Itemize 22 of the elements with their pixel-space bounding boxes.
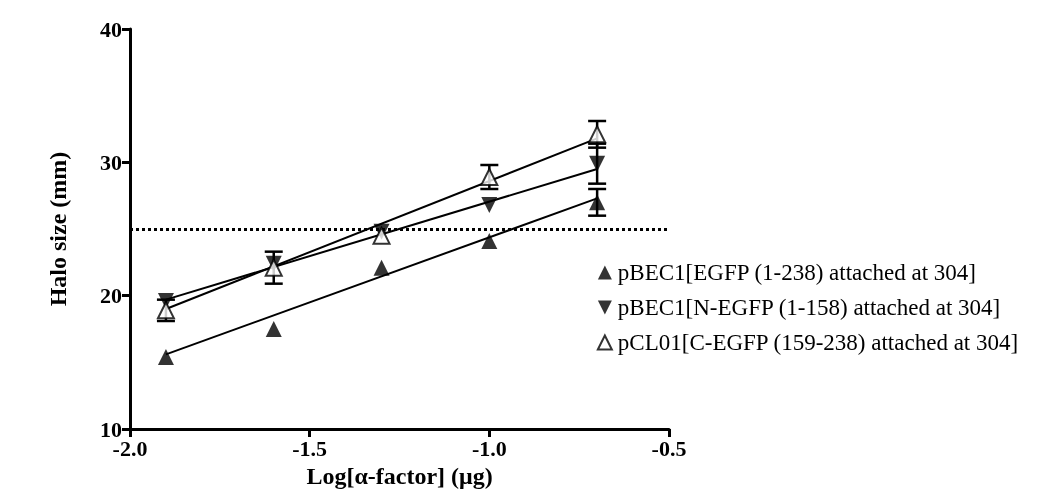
point — [264, 258, 283, 277]
x-tick-label: -1.0 — [471, 435, 507, 461]
y-tick-label: 20 — [100, 283, 122, 309]
point — [373, 259, 390, 276]
y-tick-label: 30 — [100, 149, 122, 175]
legend-label: pBEC1[N-EGFP (1-158) attached at 304] — [617, 295, 1001, 320]
legend-label: pCL01[C-EGFP (159-238) attached at 304] — [617, 330, 1019, 355]
point — [372, 226, 391, 245]
x-axis-title: Log[α-factor] (μg) — [306, 462, 493, 489]
point — [589, 194, 606, 211]
point — [481, 233, 498, 249]
y-tick-label: 40 — [100, 16, 122, 42]
point — [589, 155, 606, 172]
point — [481, 197, 498, 213]
y-axis-title: Halo size (mm) — [45, 151, 71, 307]
point — [157, 349, 174, 365]
legend-label: pBEC1[EGFP (1-238) attached at 304] — [617, 260, 976, 285]
x-tick-label: -1.5 — [292, 435, 328, 461]
point — [480, 168, 499, 186]
x-tick-label: -0.5 — [651, 435, 687, 461]
y-tick-label: 10 — [100, 416, 122, 442]
point — [265, 321, 282, 337]
